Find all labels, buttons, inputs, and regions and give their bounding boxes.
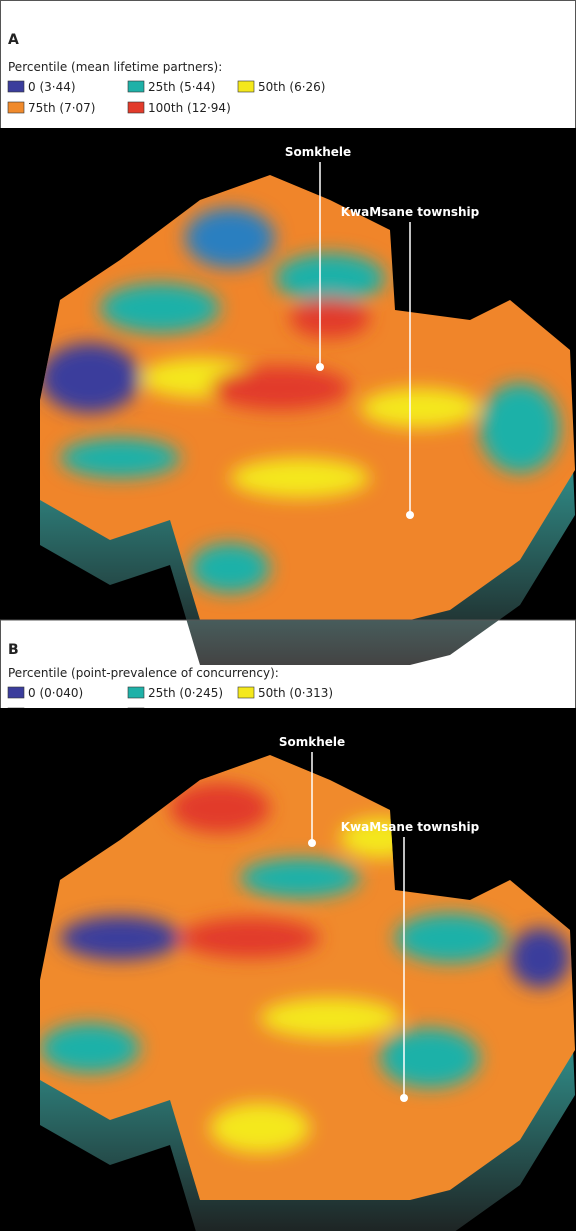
legend: 0 (3·44) 25th (5·44) 50th (6·26) 75th (7·07… (8, 80, 325, 115)
annotation: KwaMsane township (341, 205, 480, 219)
annotation: Somkhele (285, 145, 351, 159)
legend-swatch (8, 102, 24, 113)
map: Somkhele KwaMsane township (0, 708, 576, 1231)
legend-swatch (8, 687, 24, 698)
legend-label: 0 (0·040) (28, 686, 83, 700)
panel-label: B (8, 642, 19, 658)
legend-label: 0 (3·44) (28, 80, 76, 94)
legend-swatch (128, 687, 144, 698)
legend-label: 75th (7·07) (28, 101, 95, 115)
annotation: KwaMsane township (341, 820, 480, 834)
figure: A Percentile (mean lifetime partners): 0… (0, 0, 576, 1231)
legend-label: 50th (0·313) (258, 686, 333, 700)
map: Somkhele KwaMsane township (0, 128, 576, 665)
legend-swatch (128, 102, 144, 113)
legend-title: Percentile (point-prevalence of concurre… (8, 666, 279, 680)
legend-label: 25th (0·245) (148, 686, 223, 700)
legend-swatch (128, 81, 144, 92)
legend-label: 50th (6·26) (258, 80, 325, 94)
legend-swatch (8, 81, 24, 92)
legend-label: 100th (12·94) (148, 101, 231, 115)
panel-label: A (8, 32, 19, 48)
legend-swatch (238, 687, 254, 698)
legend-swatch (238, 81, 254, 92)
legend-title: Percentile (mean lifetime partners): (8, 60, 222, 74)
legend-label: 25th (5·44) (148, 80, 215, 94)
annotation: Somkhele (279, 735, 345, 749)
figure-svg: A Percentile (mean lifetime partners): 0… (0, 0, 576, 1231)
